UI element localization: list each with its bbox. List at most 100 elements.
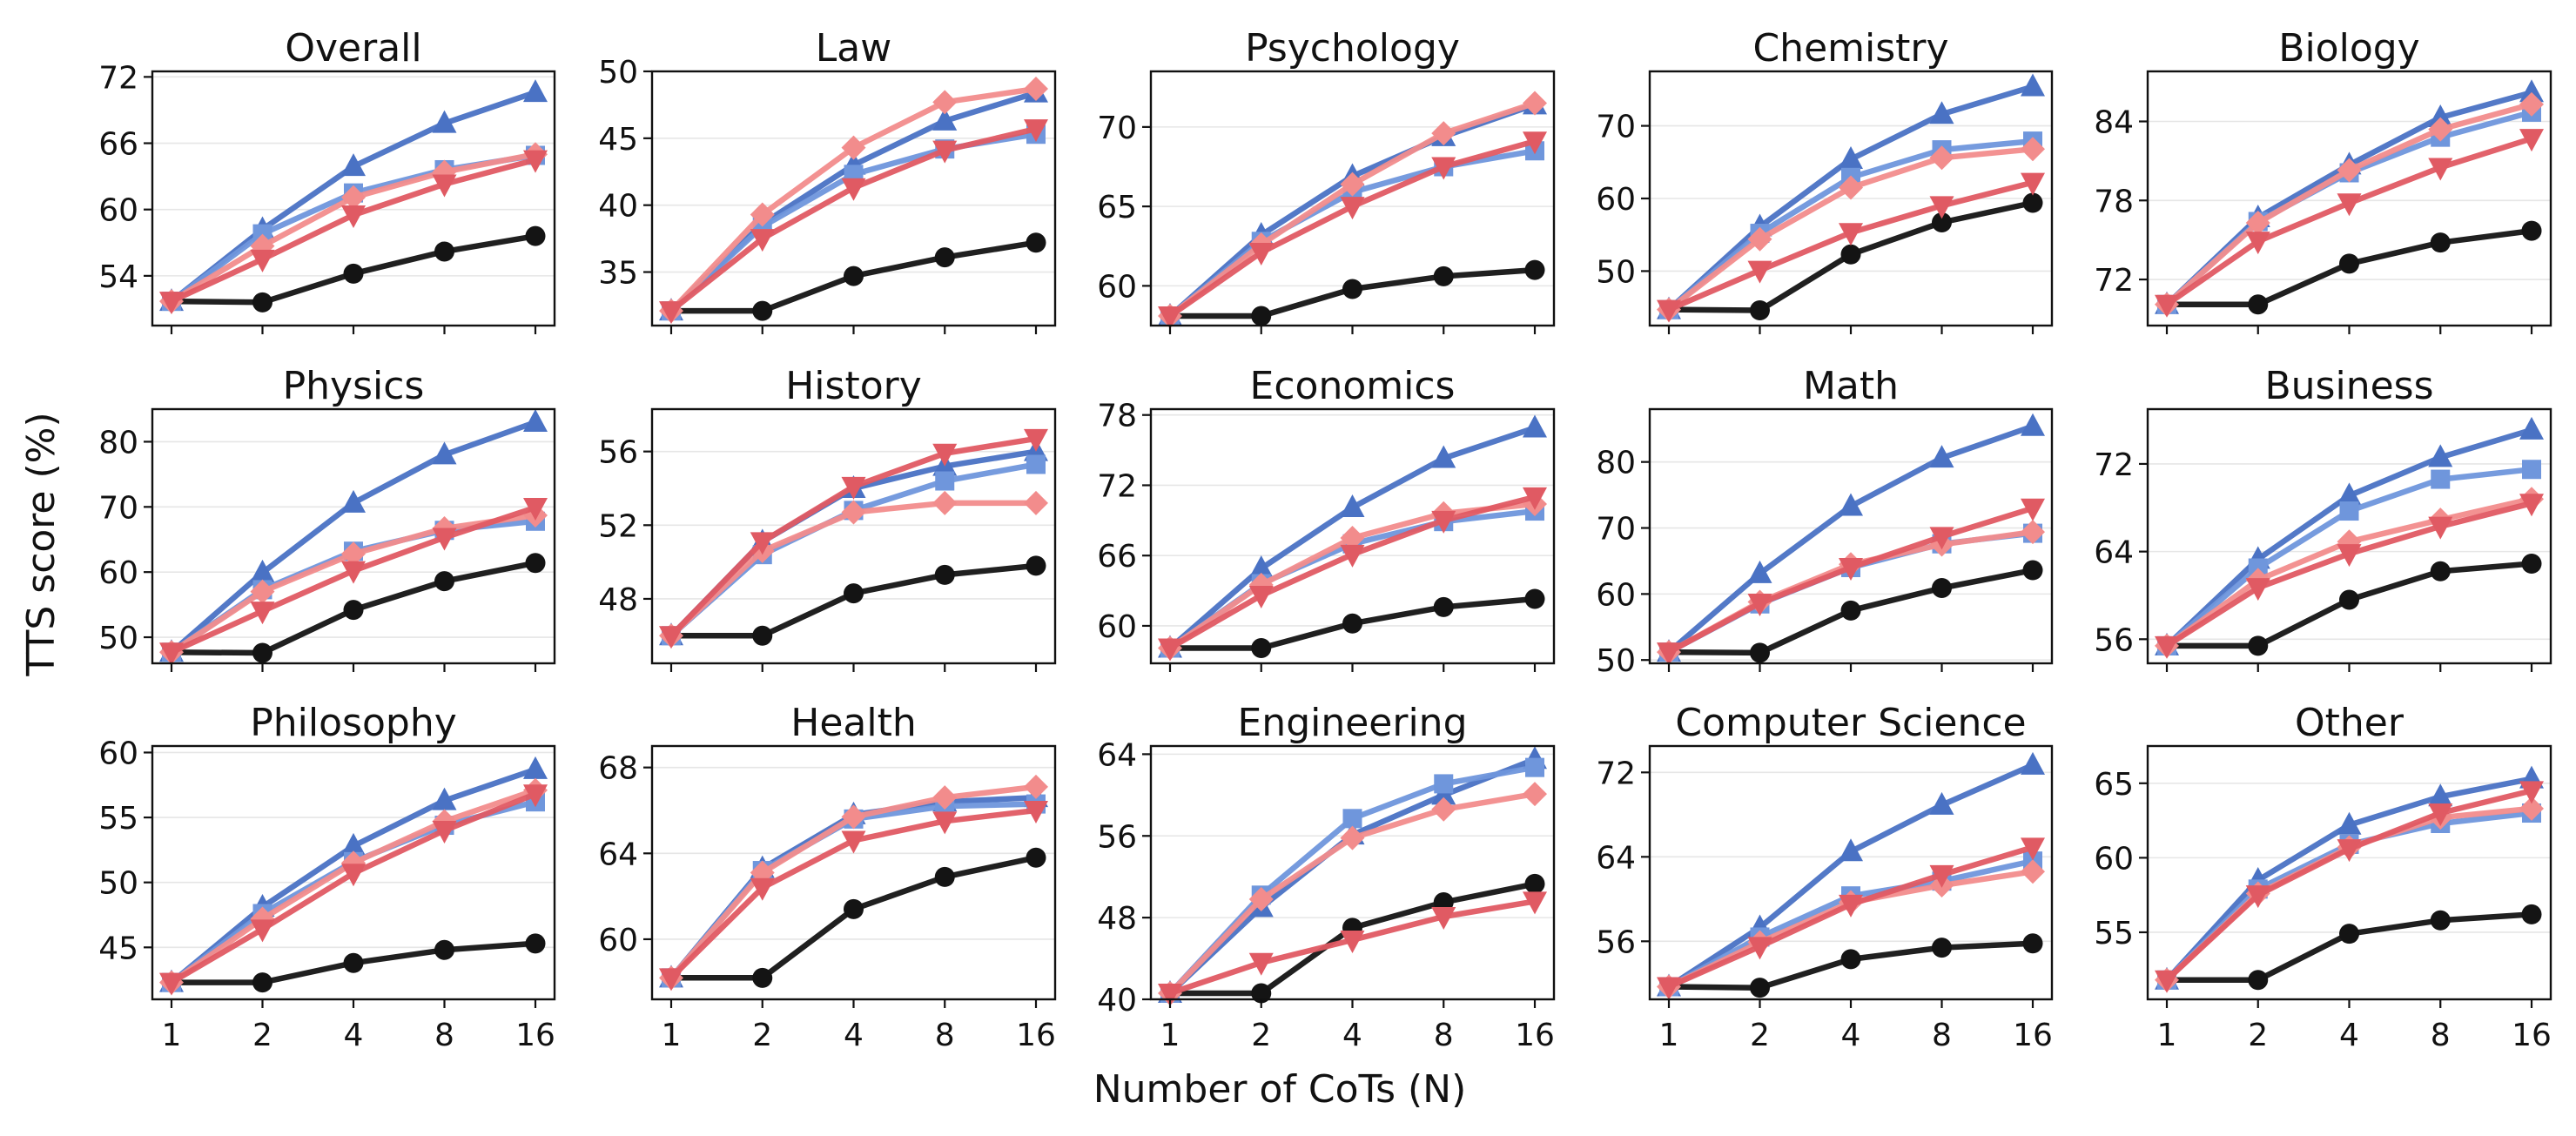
data-point <box>1747 937 1772 960</box>
data-point <box>2519 79 2544 103</box>
data-point <box>2245 578 2270 602</box>
y-tick-label: 70 <box>1097 111 1137 146</box>
data-point <box>1839 838 1863 862</box>
y-tick-label: 80 <box>98 425 138 460</box>
data-point <box>2245 885 2270 909</box>
data-point <box>1340 544 1365 568</box>
data-point <box>432 174 457 198</box>
data-point <box>2339 589 2359 610</box>
y-tick-label: 56 <box>1596 924 1636 960</box>
x-tick-label: 8 <box>2431 1018 2451 1053</box>
data-point <box>1839 175 1863 200</box>
data-point <box>159 972 184 996</box>
data-point <box>343 263 364 284</box>
x-axis-label: Number of CoTs (N) <box>1093 1067 1467 1112</box>
data-point <box>841 178 866 201</box>
data-point <box>432 441 457 465</box>
data-point <box>2155 635 2179 659</box>
data-point <box>2021 498 2045 521</box>
data-point <box>2521 220 2542 241</box>
data-point <box>752 300 773 321</box>
data-point <box>2022 192 2043 213</box>
y-tick-label: 50 <box>98 866 138 902</box>
data-point <box>2430 561 2451 581</box>
data-point <box>2021 837 2045 861</box>
data-point <box>252 972 272 993</box>
data-point <box>252 292 272 313</box>
x-tick-label: 8 <box>1932 1018 1952 1053</box>
subplot-title: Computer Science <box>1675 701 2026 745</box>
data-point <box>752 625 773 646</box>
data-point <box>432 110 457 133</box>
data-point <box>1747 226 1772 252</box>
y-tick-label: 55 <box>98 801 138 837</box>
data-point <box>1434 774 1454 794</box>
data-point <box>2522 460 2541 480</box>
data-point <box>934 564 955 585</box>
data-point <box>1523 131 1547 155</box>
data-point <box>1840 600 1861 621</box>
data-point <box>1431 445 1456 468</box>
x-tick-label: 8 <box>1434 1018 1454 1053</box>
data-point <box>2339 253 2359 274</box>
y-tick-label: 72 <box>1596 756 1636 791</box>
subplot-business: 56 64 72 Business <box>2094 364 2552 672</box>
x-tick-label: 4 <box>1841 1018 1861 1053</box>
data-point <box>341 185 366 210</box>
y-axis-label: TTS score (%) <box>19 412 64 676</box>
subplot-economics: 60 66 72 78 Economics <box>1097 364 1556 672</box>
data-point <box>525 933 546 954</box>
data-point <box>1024 490 1048 515</box>
data-point <box>2521 904 2542 924</box>
data-point <box>2337 544 2362 568</box>
data-point <box>932 140 958 164</box>
data-point <box>1932 938 1952 958</box>
data-point <box>2519 129 2544 152</box>
data-point <box>1523 782 1547 807</box>
subplot-health: 60 64 68 1 2 4 8 16 Health <box>598 701 1057 1053</box>
data-point <box>1839 894 1863 918</box>
x-tick-label: 16 <box>2512 1018 2552 1053</box>
y-tick-label: 64 <box>2094 535 2134 571</box>
data-point <box>341 153 366 177</box>
subplot-title: Psychology <box>1245 26 1460 71</box>
y-tick-label: 70 <box>1596 110 1636 145</box>
data-point <box>2021 413 2045 436</box>
data-point <box>935 471 955 491</box>
data-point <box>932 490 958 515</box>
data-point <box>434 571 454 592</box>
y-tick-label: 55 <box>2094 916 2134 951</box>
plot-area <box>1151 746 1554 999</box>
x-tick-label: 4 <box>844 1018 864 1053</box>
data-point <box>750 229 775 252</box>
data-point <box>844 898 864 919</box>
x-tick-label: 1 <box>162 1018 182 1053</box>
data-point <box>841 500 866 525</box>
x-tick-label: 16 <box>1515 1018 1555 1053</box>
data-point <box>1251 983 1272 1004</box>
data-point <box>841 830 866 854</box>
subplot-other: 55 60 65 1 2 4 8 16 Other <box>2094 701 2552 1053</box>
plot-area <box>652 746 1055 999</box>
data-point <box>523 756 548 779</box>
plot-area <box>2148 746 2551 999</box>
data-point <box>2248 970 2269 991</box>
data-point <box>750 202 775 227</box>
data-point <box>434 939 454 960</box>
data-point <box>1024 119 1048 143</box>
y-tick-label: 45 <box>598 122 638 158</box>
data-point <box>432 821 457 844</box>
data-point <box>1839 145 1863 169</box>
data-point <box>1026 847 1046 868</box>
y-tick-label: 78 <box>1097 399 1137 434</box>
y-tick-label: 48 <box>598 582 638 618</box>
data-point <box>1929 864 1954 888</box>
data-point <box>1840 949 1861 970</box>
data-point <box>2430 910 2451 931</box>
x-tick-label: 1 <box>1659 1018 1679 1053</box>
data-point <box>2337 158 2362 183</box>
x-tick-label: 16 <box>1016 1018 1056 1053</box>
data-point <box>341 832 366 856</box>
y-tick-label: 66 <box>1097 539 1137 575</box>
